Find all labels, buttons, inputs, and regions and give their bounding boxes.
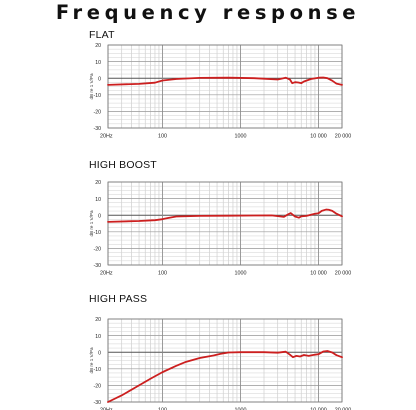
x-tick-label: 20Hz bbox=[100, 134, 113, 140]
panel-title-high-boost: HIGH BOOST bbox=[89, 159, 157, 171]
y-tick-label: 20 bbox=[95, 43, 101, 49]
y-tick-label: 20 bbox=[95, 180, 101, 186]
x-tick-label: 20Hz bbox=[100, 408, 113, 410]
y-tick-label: -20 bbox=[94, 247, 102, 253]
y-tick-label: 10 bbox=[95, 60, 101, 66]
plot-frame bbox=[107, 318, 343, 403]
y-tick-label: -10 bbox=[94, 93, 102, 99]
y-tick-label: -10 bbox=[94, 367, 102, 373]
y-tick-label: 20 bbox=[95, 317, 101, 323]
y-tick-label: 0 bbox=[98, 213, 101, 219]
x-tick-label: 1000 bbox=[235, 271, 247, 277]
y-tick-label: 10 bbox=[95, 197, 101, 203]
x-tick-label: 1000 bbox=[235, 408, 247, 410]
x-tick-label: 100 bbox=[158, 271, 167, 277]
y-tick-label: -30 bbox=[94, 126, 102, 132]
series-line bbox=[107, 350, 343, 403]
x-tick-label: 1000 bbox=[235, 134, 247, 140]
y-tick-label: -20 bbox=[94, 110, 102, 116]
y-tick-label: -10 bbox=[94, 230, 102, 236]
y-axis-label: dB re 1 V/Pa bbox=[89, 73, 94, 99]
series-line bbox=[107, 76, 343, 86]
x-tick-label: 20Hz bbox=[100, 271, 113, 277]
x-tick-label: 20 000 bbox=[335, 408, 352, 410]
x-tick-label: 10 000 bbox=[310, 134, 327, 140]
panel-title-flat: FLAT bbox=[89, 29, 115, 41]
minor-grid bbox=[107, 318, 343, 403]
y-tick-label: 10 bbox=[95, 334, 101, 340]
plot-frame bbox=[107, 44, 343, 129]
y-tick-label: -20 bbox=[94, 384, 102, 390]
y-axis: 20 10 0 -10 -20 -30 bbox=[94, 317, 342, 406]
y-tick-label: -30 bbox=[94, 263, 102, 269]
y-tick-label: 0 bbox=[98, 76, 101, 82]
plot-frame bbox=[107, 181, 343, 266]
y-axis-label: dB re 1 V/Pa bbox=[89, 347, 94, 373]
x-axis: 20Hz 100 1000 10 000 20 000 bbox=[100, 182, 351, 277]
x-tick-label: 20 000 bbox=[335, 271, 352, 277]
y-axis-label: dB re 1 V/Pa bbox=[89, 210, 94, 236]
panel-title-high-pass: HIGH PASS bbox=[89, 293, 148, 305]
x-tick-label: 20 000 bbox=[335, 134, 352, 140]
series-line bbox=[107, 208, 343, 223]
x-tick-label: 100 bbox=[158, 134, 167, 140]
y-tick-label: -30 bbox=[94, 400, 102, 406]
x-tick-label: 100 bbox=[158, 408, 167, 410]
y-tick-label: 0 bbox=[98, 350, 101, 356]
page-title: Frequency response bbox=[55, 1, 361, 24]
x-tick-label: 10 000 bbox=[310, 408, 327, 410]
x-tick-label: 10 000 bbox=[310, 271, 327, 277]
